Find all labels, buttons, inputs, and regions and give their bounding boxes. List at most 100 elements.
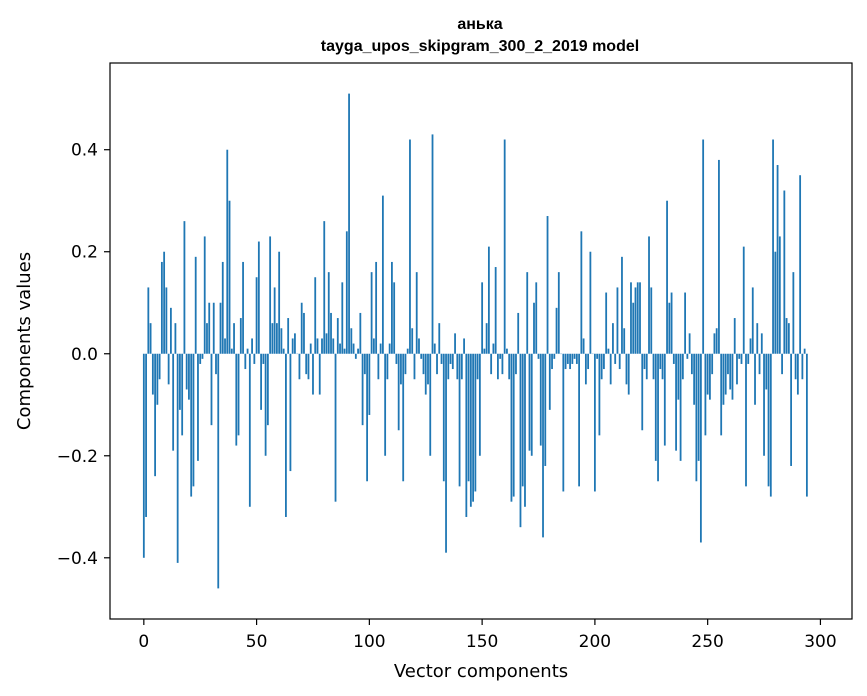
bar-9 — [163, 251, 166, 354]
bar-1 — [145, 353, 147, 517]
bar-292 — [801, 353, 804, 380]
bar-102 — [372, 338, 375, 354]
bar-106 — [381, 195, 384, 354]
bar-84 — [332, 338, 335, 354]
x-tick-label: 150 — [466, 632, 498, 652]
bar-28 — [206, 323, 208, 354]
bar-263 — [736, 353, 738, 385]
bar-36 — [224, 338, 226, 354]
bar-114 — [400, 353, 402, 385]
bar-20 — [188, 353, 190, 400]
bar-120 — [413, 353, 416, 380]
bar-157 — [497, 353, 499, 380]
bar-14 — [174, 323, 177, 354]
bar-52 — [260, 353, 262, 410]
bar-46 — [246, 348, 249, 354]
bar-144 — [467, 353, 470, 482]
bar-264 — [738, 353, 741, 359]
bar-109 — [388, 343, 391, 354]
bar-118 — [409, 139, 411, 354]
bar-242 — [688, 333, 691, 354]
bar-189 — [569, 353, 571, 370]
bar-10 — [165, 287, 168, 354]
bar-0 — [142, 353, 145, 558]
bar-98 — [363, 353, 366, 375]
bar-221 — [641, 353, 644, 431]
bar-289 — [794, 353, 797, 380]
bar-104 — [377, 353, 380, 380]
bar-213 — [623, 328, 626, 354]
bar-75 — [312, 353, 314, 395]
bar-160 — [503, 139, 506, 354]
bar-272 — [756, 323, 759, 354]
bar-188 — [566, 353, 569, 364]
bar-149 — [478, 353, 481, 456]
bar-60 — [278, 251, 281, 354]
bar-2 — [147, 287, 150, 354]
bar-190 — [571, 353, 574, 364]
bar-65 — [289, 353, 292, 472]
bar-194 — [580, 231, 583, 354]
bar-172 — [530, 353, 533, 456]
bar-111 — [393, 282, 396, 354]
bar-271 — [754, 353, 756, 405]
bar-206 — [607, 348, 610, 354]
bar-42 — [237, 353, 240, 436]
bar-70 — [300, 302, 303, 354]
bar-39 — [230, 348, 233, 354]
bar-216 — [630, 282, 632, 354]
bar-241 — [686, 353, 689, 359]
bar-32 — [215, 353, 217, 375]
bar-285 — [785, 318, 788, 354]
bar-56 — [269, 236, 272, 354]
bar-89 — [343, 348, 346, 354]
bar-233 — [668, 302, 671, 354]
bar-72 — [305, 353, 308, 375]
bar-133 — [442, 353, 445, 482]
bar-162 — [508, 353, 511, 380]
bar-18 — [183, 221, 186, 354]
bar-266 — [742, 246, 745, 354]
bar-184 — [557, 272, 560, 354]
bar-136 — [449, 353, 452, 364]
bar-16 — [179, 353, 181, 410]
x-tick-label: 200 — [579, 632, 611, 652]
bar-34 — [219, 302, 222, 354]
bar-41 — [235, 353, 238, 446]
bar-175 — [537, 353, 540, 359]
y-tick-label: −0.4 — [57, 549, 98, 569]
bar-35 — [221, 261, 224, 354]
bar-281 — [776, 165, 779, 354]
bar-87 — [339, 343, 341, 354]
bar-246 — [697, 353, 700, 461]
bar-29 — [208, 302, 211, 354]
bar-38 — [228, 200, 231, 354]
bar-186 — [562, 353, 565, 492]
bar-236 — [675, 353, 677, 451]
bar-124 — [422, 353, 425, 375]
bar-197 — [587, 353, 590, 370]
bar-165 — [515, 353, 517, 375]
bar-112 — [395, 353, 398, 364]
bar-152 — [485, 323, 488, 354]
bar-37 — [226, 149, 229, 354]
bar-212 — [621, 256, 623, 354]
bar-231 — [663, 353, 666, 446]
bar-229 — [659, 353, 662, 370]
bar-171 — [528, 353, 531, 451]
y-tick-label: 0.0 — [71, 345, 98, 365]
bar-59 — [275, 323, 278, 354]
bar-262 — [733, 318, 736, 354]
bar-170 — [526, 272, 529, 354]
bar-256 — [720, 353, 723, 436]
bar-127 — [429, 353, 432, 456]
bar-158 — [499, 353, 502, 359]
bar-163 — [510, 353, 513, 502]
bar-204 — [603, 353, 605, 370]
bar-222 — [643, 353, 646, 370]
bar-92 — [350, 328, 353, 354]
bar-146 — [472, 353, 474, 502]
bar-76 — [314, 277, 317, 354]
bar-219 — [636, 282, 639, 354]
bar-223 — [645, 353, 648, 380]
